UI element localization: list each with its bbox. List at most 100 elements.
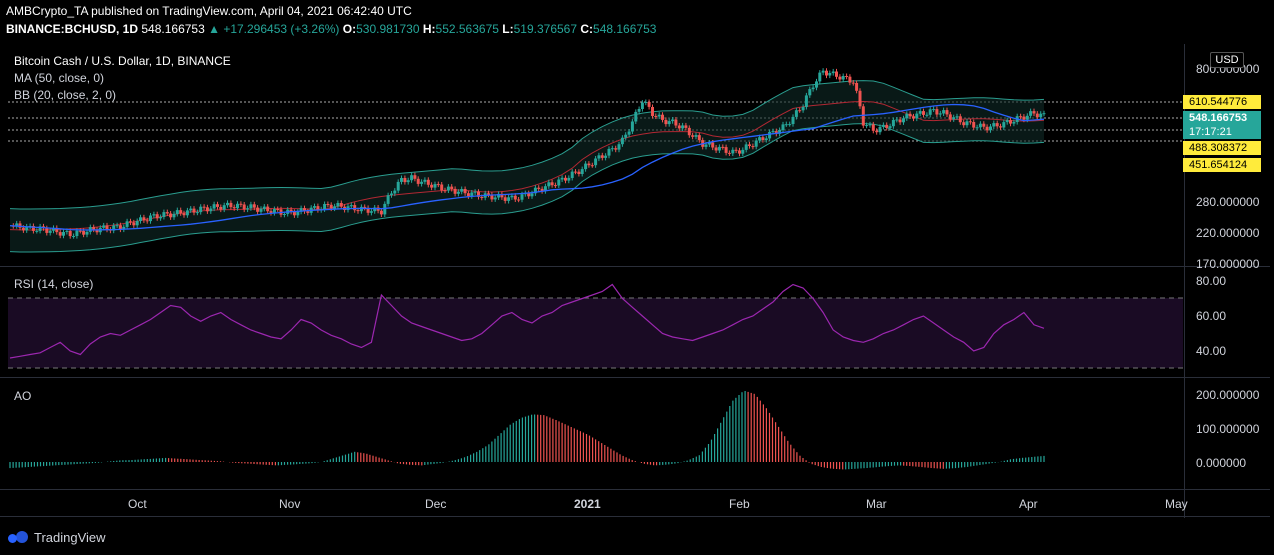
candle-body xyxy=(242,204,246,210)
candle-body xyxy=(252,204,256,208)
candle-body xyxy=(533,187,537,194)
time-label-oct: Oct xyxy=(128,497,147,511)
candle-body xyxy=(383,203,387,215)
candle-body xyxy=(664,119,668,125)
ao-legend[interactable]: AO xyxy=(14,389,32,403)
candle-body xyxy=(68,230,72,237)
tradingview-brand[interactable]: TradingView xyxy=(8,530,106,545)
candle-body xyxy=(55,227,59,233)
ao-tick-0: 200.000000 xyxy=(1196,388,1260,402)
candle-body xyxy=(229,202,233,208)
candle-body xyxy=(326,204,330,205)
candle-body xyxy=(420,181,424,184)
candle-body xyxy=(212,204,216,209)
rsi-line xyxy=(9,283,1045,359)
candle-body xyxy=(610,148,614,150)
candle-body xyxy=(165,212,169,214)
candle-body xyxy=(540,188,544,192)
candle-body xyxy=(811,87,815,90)
candle-body xyxy=(393,190,397,194)
candle-body xyxy=(858,90,862,107)
candle-body xyxy=(112,225,116,231)
candle-body xyxy=(115,225,119,227)
candle-body xyxy=(443,190,447,192)
candle-body xyxy=(999,126,1002,128)
candle-body xyxy=(557,179,561,186)
bb-legend[interactable]: BB (20, close, 2, 0) xyxy=(14,88,117,102)
candle-body xyxy=(871,124,875,131)
candle-body xyxy=(282,214,286,215)
candle-body xyxy=(1039,113,1043,118)
candle-body xyxy=(667,121,671,125)
time-label-2021: 2021 xyxy=(574,497,601,511)
candle-body xyxy=(329,204,333,209)
candle-body xyxy=(594,158,598,166)
candle-body xyxy=(226,202,229,206)
candle-body xyxy=(875,130,879,133)
candle-body xyxy=(510,195,514,198)
candle-body xyxy=(15,223,19,227)
candle-body xyxy=(139,217,142,221)
candle-body xyxy=(580,169,584,174)
candle-body xyxy=(145,220,149,222)
candle-body xyxy=(1002,122,1006,128)
candle-body xyxy=(584,163,588,170)
ma-legend[interactable]: MA (50, close, 0) xyxy=(14,71,105,85)
candle-body xyxy=(369,211,373,213)
candle-body xyxy=(430,184,434,188)
candle-body xyxy=(537,187,541,189)
candle-body xyxy=(21,227,25,231)
ma-50-line xyxy=(9,103,1045,231)
candle-body xyxy=(182,213,186,216)
candle-body xyxy=(400,178,403,182)
symbol-label[interactable]: BINANCE:BCHUSD, 1D xyxy=(6,22,139,36)
candle-body xyxy=(574,171,577,173)
candle-body xyxy=(841,76,845,80)
candle-body xyxy=(948,114,952,120)
candle-body xyxy=(748,144,751,146)
candle-body xyxy=(169,213,173,218)
candle-body xyxy=(838,76,842,80)
candle-body xyxy=(851,82,855,84)
candle-body xyxy=(992,123,996,127)
candle-body xyxy=(517,199,521,201)
candle-body xyxy=(373,207,377,212)
candle-body xyxy=(888,126,892,128)
time-label-feb: Feb xyxy=(729,497,750,511)
candle-body xyxy=(714,147,718,151)
candle-body xyxy=(878,126,882,133)
candle-body xyxy=(798,110,802,112)
candle-body xyxy=(962,122,966,126)
candle-body xyxy=(784,124,788,126)
candle-body xyxy=(657,114,661,117)
candle-body xyxy=(52,227,55,231)
candle-body xyxy=(503,197,507,201)
candle-body xyxy=(1025,115,1029,120)
time-label-apr: Apr xyxy=(1019,497,1038,511)
open-label: O: xyxy=(342,22,357,36)
candle-body xyxy=(436,184,440,186)
candle-body xyxy=(185,210,189,216)
candle-body xyxy=(614,148,618,150)
candle-body xyxy=(102,225,106,228)
candle-body xyxy=(339,203,343,207)
candle-body xyxy=(717,146,721,151)
candle-body xyxy=(915,113,919,119)
candle-body xyxy=(821,70,825,73)
currency-button[interactable]: USD xyxy=(1210,52,1244,68)
rsi-legend[interactable]: RSI (14, close) xyxy=(14,277,94,291)
candle-body xyxy=(1012,122,1016,124)
candle-body xyxy=(845,76,849,77)
candle-body xyxy=(189,208,193,211)
candle-body xyxy=(423,179,427,182)
candle-body xyxy=(433,184,437,188)
candle-body xyxy=(38,226,42,231)
candle-body xyxy=(497,193,501,198)
candle-body xyxy=(379,210,383,215)
candle-body xyxy=(259,208,263,212)
candle-body xyxy=(587,163,591,166)
candle-body xyxy=(691,135,695,137)
candle-body xyxy=(644,102,648,103)
candle-body xyxy=(266,206,270,212)
